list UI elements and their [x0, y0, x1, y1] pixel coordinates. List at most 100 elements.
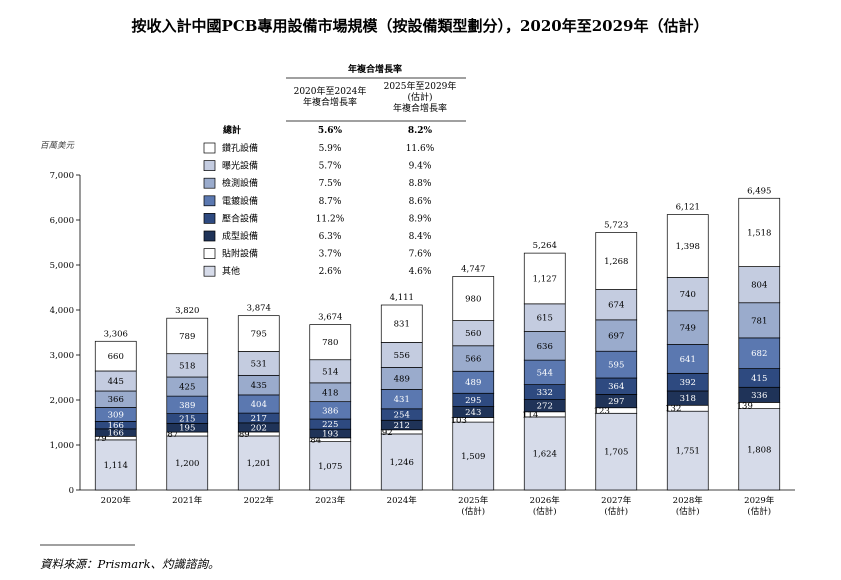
- y-tick-label: 4,000: [50, 306, 74, 316]
- bar-value-label: 489: [465, 378, 481, 388]
- x-tick-label: (估計): [676, 506, 700, 517]
- bar-segment: [595, 350, 638, 379]
- legend-item-label: 曝光設備: [222, 160, 258, 172]
- bar-value-label: 254: [394, 411, 410, 421]
- bar-value-label: 79: [96, 434, 107, 444]
- y-tick-label: 6,000: [50, 216, 74, 226]
- bar-value-label: 514: [322, 367, 338, 377]
- source-note: 資料來源：Prismark、灼識諮詢。: [40, 557, 220, 571]
- legend-col2-header: 年複合增長率: [393, 102, 447, 114]
- bar-segment: [523, 416, 566, 491]
- bar-total-label: 5,723: [604, 220, 628, 230]
- legend-item-label: 成型設備: [222, 230, 258, 242]
- bar-total-label: 3,674: [318, 313, 342, 323]
- bar-value-label: 1,075: [318, 462, 342, 472]
- bar-segment: [309, 324, 352, 361]
- legend-cagr-2020-2024: 3.7%: [319, 250, 342, 260]
- bar-value-label: 418: [322, 388, 338, 398]
- x-tick-label: 2022年: [244, 495, 275, 506]
- bar-value-label: 309: [108, 410, 124, 420]
- bar-total-label: 3,874: [247, 304, 271, 314]
- legend-item-label: 貼附設備: [222, 248, 258, 260]
- bar-value-label: 114: [522, 410, 538, 420]
- bar-segment: [666, 410, 709, 491]
- legend-cagr-2025-2029: 8.6%: [409, 197, 432, 207]
- bar-value-label: 595: [608, 361, 624, 371]
- bar-segment: [666, 214, 709, 278]
- bar-value-label: 225: [322, 420, 338, 430]
- bar-value-label: 212: [394, 421, 410, 431]
- bar-value-label: 740: [680, 290, 696, 300]
- legend-cagr-2025-2029: 9.4%: [409, 162, 432, 172]
- bar-value-label: 789: [179, 332, 195, 342]
- legend-cagr-2025-2029: 7.6%: [409, 250, 432, 260]
- bar-value-label: 84: [310, 436, 321, 446]
- bar-segment: [738, 266, 781, 304]
- bar-value-label: 366: [108, 395, 124, 405]
- bar-value-label: 1,268: [604, 257, 628, 267]
- bar-segment: [94, 340, 137, 372]
- bar-value-label: 332: [537, 388, 553, 398]
- bar-segment: [666, 277, 709, 312]
- bar-value-label: 804: [751, 281, 767, 291]
- bar-value-label: 336: [751, 391, 767, 401]
- bar-value-label: 89: [239, 430, 250, 440]
- bar-segment: [452, 320, 495, 347]
- bar-value-label: 674: [608, 301, 624, 311]
- legend-col1-header: 年複合增長率: [303, 96, 357, 108]
- bar-segment: [595, 319, 638, 352]
- bar-value-label: 297: [608, 397, 624, 407]
- bar-value-label: 636: [537, 342, 553, 352]
- legend-swatch: [203, 142, 216, 154]
- bar-value-label: 1,398: [676, 242, 700, 252]
- bar-segment: [666, 310, 709, 345]
- bar-value-label: 641: [680, 355, 696, 365]
- bar-value-label: 166: [108, 429, 124, 439]
- legend-swatch: [203, 248, 216, 259]
- bar-segment: [380, 304, 423, 343]
- legend-swatch: [203, 265, 216, 277]
- bar-value-label: 445: [108, 377, 124, 387]
- legend-cagr-2025-2029: 4.6%: [409, 267, 432, 277]
- legend-cagr-2020-2024: 8.7%: [319, 197, 342, 207]
- legend-cagr-2020-2024: 6.3%: [319, 232, 342, 242]
- bar-total-label: 3,820: [175, 306, 199, 316]
- bar-value-label: 518: [179, 361, 195, 371]
- bar-value-label: 560: [465, 329, 481, 339]
- total-labels: 3,306 3,820 3,874 3,674 4,111 4,747 5,264 5,723…: [104, 186, 772, 339]
- bar-segment: [166, 317, 209, 355]
- legend-swatch: [203, 213, 216, 224]
- y-tick-label: 5,000: [50, 261, 74, 271]
- legend-total-label: 總計: [223, 124, 241, 136]
- bar-segment: [738, 302, 781, 339]
- bar-value-label: 404: [251, 400, 267, 410]
- bar-value-label: 615: [537, 314, 553, 324]
- bar-value-label: 1,201: [247, 459, 271, 469]
- bar-value-label: 781: [751, 316, 767, 326]
- bar-segment: [523, 252, 566, 305]
- x-tick-label: 2023年: [315, 495, 346, 506]
- bar-segment: [309, 441, 352, 491]
- x-tick-label: 2027年: [601, 495, 632, 506]
- bar-value-label: 272: [537, 402, 553, 412]
- legend-swatch: [203, 160, 216, 171]
- bar-value-label: 364: [608, 382, 624, 392]
- bar-value-label: 1,705: [604, 448, 628, 458]
- legend-cagr-2025-2029: 8.4%: [409, 232, 432, 242]
- bar-value-label: 660: [108, 352, 124, 362]
- bar-value-label: 682: [751, 349, 767, 359]
- bar-value-label: 215: [179, 414, 195, 424]
- legend-cagr-2020-2024: 11.2%: [316, 214, 345, 224]
- bar-value-label: 489: [394, 374, 410, 384]
- bar-value-label: 431: [394, 395, 410, 405]
- bar-total-label: 3,306: [104, 329, 128, 339]
- bar-value-label: 1,624: [533, 449, 557, 459]
- legend-cagr-2020-2024: 7.5%: [319, 179, 342, 189]
- bar-value-label: 556: [394, 351, 410, 361]
- bar-value-label: 318: [680, 394, 696, 404]
- bar-value-label: 780: [322, 338, 338, 348]
- bar-value-label: 139: [737, 402, 753, 412]
- bar-value-label: 1,127: [533, 274, 557, 284]
- bar-segment: [380, 342, 423, 368]
